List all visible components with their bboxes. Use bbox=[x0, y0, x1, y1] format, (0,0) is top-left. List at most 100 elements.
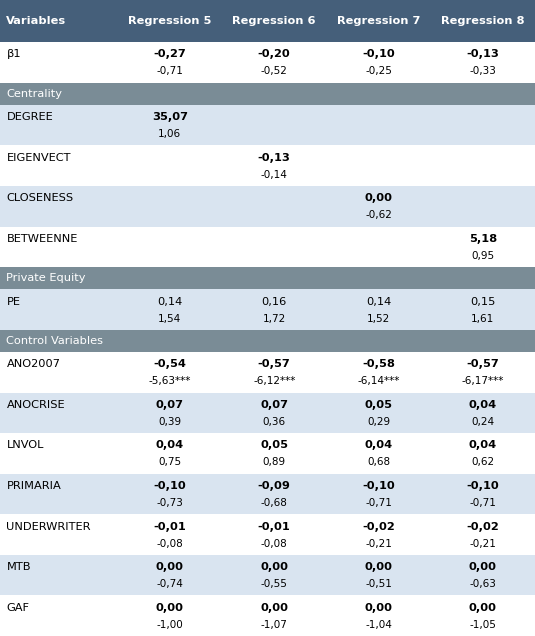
Bar bbox=[0, 595, 118, 636]
Bar bbox=[0, 433, 118, 474]
Text: 0,14: 0,14 bbox=[366, 296, 391, 307]
Text: LNVOL: LNVOL bbox=[6, 441, 44, 450]
Text: 0,39: 0,39 bbox=[158, 417, 181, 427]
Text: -0,21: -0,21 bbox=[365, 539, 392, 549]
Text: 0,00: 0,00 bbox=[364, 193, 393, 203]
Bar bbox=[0, 555, 118, 595]
Text: 0,68: 0,68 bbox=[367, 457, 390, 467]
Text: -0,33: -0,33 bbox=[469, 66, 496, 76]
Text: -0,02: -0,02 bbox=[362, 522, 395, 532]
Text: 0,05: 0,05 bbox=[260, 441, 288, 450]
Bar bbox=[118, 105, 222, 146]
Text: Regression 5: Regression 5 bbox=[128, 16, 211, 26]
Text: 0,00: 0,00 bbox=[156, 562, 184, 572]
Text: 0,29: 0,29 bbox=[367, 417, 390, 427]
Text: Regression 6: Regression 6 bbox=[232, 16, 316, 26]
Bar bbox=[0, 146, 118, 186]
Text: 0,07: 0,07 bbox=[260, 400, 288, 410]
Text: -0,13: -0,13 bbox=[258, 153, 291, 163]
Text: -0,08: -0,08 bbox=[261, 539, 288, 549]
Text: -6,14***: -6,14*** bbox=[357, 377, 400, 387]
Bar bbox=[431, 146, 535, 186]
Text: -0,55: -0,55 bbox=[261, 579, 288, 589]
Text: GAF: GAF bbox=[6, 603, 29, 612]
Text: -0,14: -0,14 bbox=[261, 170, 288, 180]
Text: 0,24: 0,24 bbox=[471, 417, 494, 427]
Bar bbox=[326, 392, 431, 433]
Text: -1,07: -1,07 bbox=[261, 619, 288, 630]
Bar bbox=[0, 186, 118, 226]
Text: 1,54: 1,54 bbox=[158, 314, 181, 324]
Bar bbox=[431, 105, 535, 146]
Bar bbox=[326, 146, 431, 186]
Text: 0,36: 0,36 bbox=[263, 417, 286, 427]
Text: 0,75: 0,75 bbox=[158, 457, 181, 467]
Bar bbox=[326, 289, 431, 330]
Text: 0,00: 0,00 bbox=[469, 603, 497, 612]
Text: -0,71: -0,71 bbox=[156, 66, 184, 76]
Text: -0,10: -0,10 bbox=[362, 481, 395, 491]
Bar bbox=[222, 595, 326, 636]
Text: 0,07: 0,07 bbox=[156, 400, 184, 410]
Text: -0,20: -0,20 bbox=[258, 50, 291, 59]
Bar bbox=[0, 42, 118, 83]
Text: -0,08: -0,08 bbox=[157, 539, 183, 549]
Bar bbox=[222, 474, 326, 515]
Text: 0,15: 0,15 bbox=[470, 296, 495, 307]
Text: 0,95: 0,95 bbox=[471, 251, 494, 261]
Text: -0,25: -0,25 bbox=[365, 66, 392, 76]
Text: -0,62: -0,62 bbox=[365, 211, 392, 220]
Bar bbox=[0, 474, 118, 515]
Text: -5,63***: -5,63*** bbox=[149, 377, 191, 387]
Text: 0,04: 0,04 bbox=[469, 400, 497, 410]
Bar bbox=[222, 433, 326, 474]
Text: CLOSENESS: CLOSENESS bbox=[6, 193, 73, 203]
Bar bbox=[222, 146, 326, 186]
Text: 0,16: 0,16 bbox=[262, 296, 287, 307]
Text: -0,01: -0,01 bbox=[154, 522, 186, 532]
Text: -0,01: -0,01 bbox=[258, 522, 291, 532]
Text: 0,00: 0,00 bbox=[364, 562, 393, 572]
Text: -0,10: -0,10 bbox=[154, 481, 186, 491]
Bar bbox=[326, 0, 431, 42]
Text: -6,12***: -6,12*** bbox=[253, 377, 295, 387]
Text: Regression 8: Regression 8 bbox=[441, 16, 525, 26]
Bar bbox=[118, 392, 222, 433]
Text: MTB: MTB bbox=[6, 562, 31, 572]
Bar bbox=[431, 392, 535, 433]
Bar bbox=[222, 352, 326, 392]
Text: -0,21: -0,21 bbox=[469, 539, 496, 549]
Text: 0,89: 0,89 bbox=[263, 457, 286, 467]
Bar bbox=[0, 289, 118, 330]
Text: -0,68: -0,68 bbox=[261, 498, 288, 508]
Bar bbox=[0, 352, 118, 392]
Text: 0,00: 0,00 bbox=[156, 603, 184, 612]
Text: ANO2007: ANO2007 bbox=[6, 359, 60, 370]
Bar bbox=[222, 392, 326, 433]
Bar bbox=[326, 515, 431, 555]
Text: 0,00: 0,00 bbox=[364, 603, 393, 612]
Text: 0,04: 0,04 bbox=[364, 441, 393, 450]
Bar bbox=[431, 595, 535, 636]
Text: BETWEENNE: BETWEENNE bbox=[6, 234, 78, 244]
Bar bbox=[118, 42, 222, 83]
Text: -1,05: -1,05 bbox=[469, 619, 496, 630]
Bar bbox=[222, 0, 326, 42]
Text: -0,58: -0,58 bbox=[362, 359, 395, 370]
Bar bbox=[118, 146, 222, 186]
Bar bbox=[118, 474, 222, 515]
Text: Private Equity: Private Equity bbox=[6, 273, 86, 283]
Text: 0,04: 0,04 bbox=[156, 441, 184, 450]
Bar bbox=[326, 186, 431, 226]
Bar bbox=[222, 186, 326, 226]
Text: Centrality: Centrality bbox=[6, 89, 63, 99]
Bar bbox=[431, 515, 535, 555]
Text: PE: PE bbox=[6, 296, 20, 307]
Text: EIGENVECT: EIGENVECT bbox=[6, 153, 71, 163]
Text: Variables: Variables bbox=[6, 16, 66, 26]
Bar bbox=[431, 352, 535, 392]
Bar bbox=[326, 352, 431, 392]
Text: 0,05: 0,05 bbox=[364, 400, 393, 410]
Bar bbox=[118, 289, 222, 330]
Text: ANOCRISE: ANOCRISE bbox=[6, 400, 65, 410]
